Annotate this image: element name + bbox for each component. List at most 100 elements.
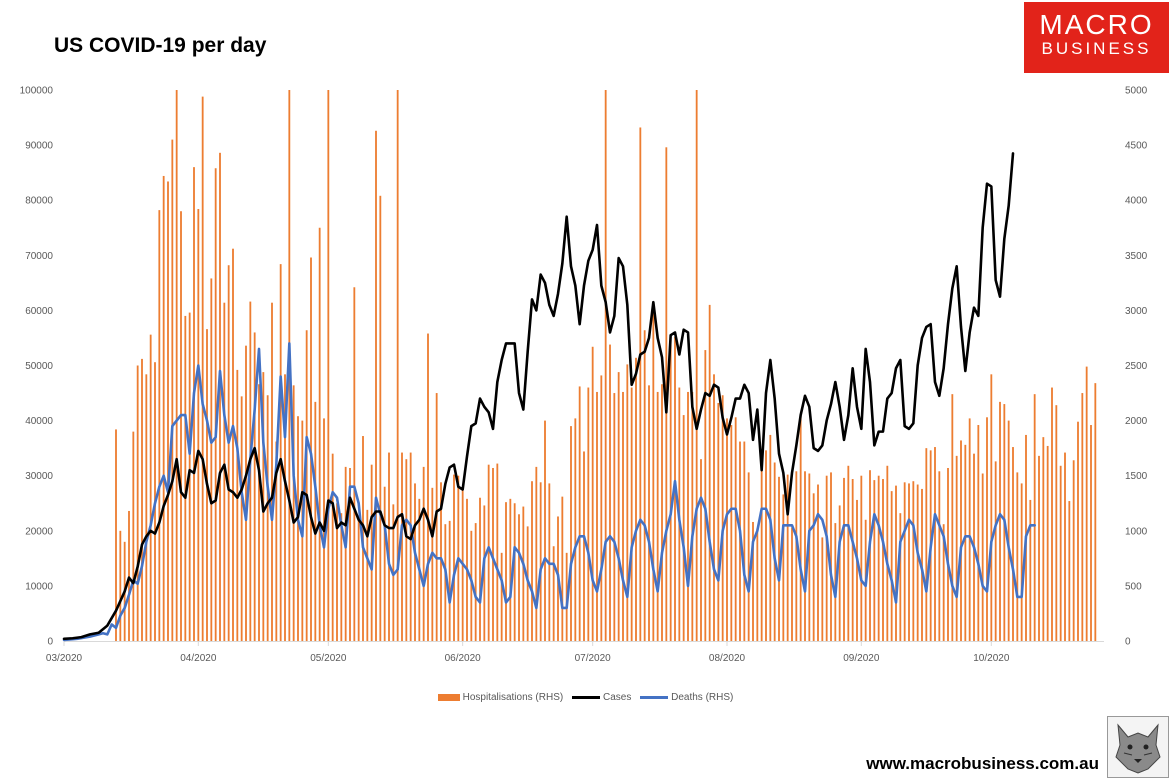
hospitalisation-bar <box>149 334 152 641</box>
hospitalisation-bar <box>947 467 949 641</box>
hospitalisation-bar <box>626 364 629 641</box>
hospitalisation-bar <box>934 447 936 641</box>
legend-label-deaths: Deaths (RHS) <box>671 692 734 703</box>
hospitalisation-bar <box>808 473 811 641</box>
hospitalisation-bar <box>136 365 139 641</box>
hospitalisation-bar <box>479 497 481 641</box>
legend-item-cases[interactable]: Cases <box>571 692 631 703</box>
hospitalisation-bar <box>986 417 988 641</box>
hospitalisation-bar <box>253 332 256 641</box>
hospitalisation-bar <box>786 474 789 641</box>
x-tick-label: 05/2020 <box>310 653 347 664</box>
hospitalisation-bar <box>795 471 798 641</box>
y-right-tick-label: 3000 <box>1125 306 1148 317</box>
hospitalisation-bar <box>617 372 620 641</box>
hospitalisation-bar <box>427 333 429 641</box>
hospitalisation-bar <box>1020 483 1023 641</box>
hospitalisation-bar <box>713 374 715 641</box>
hospitalisation-bar <box>570 426 572 641</box>
hospitalisation-bar <box>990 374 993 641</box>
hospitalisation-bar <box>513 503 516 641</box>
y-left-tick-label: 70000 <box>25 251 53 262</box>
hospitalisation-bar <box>604 90 607 641</box>
y-left-tick-label: 20000 <box>25 526 53 537</box>
hospitalisation-bar <box>652 304 655 641</box>
hospitalisation-bar <box>955 455 958 641</box>
hospitalisation-bar <box>1072 460 1075 641</box>
hospitalisation-bar <box>535 466 538 641</box>
chart-axes <box>63 641 1104 646</box>
hospitalisation-bar <box>552 546 555 641</box>
hospitalisation-bar <box>669 339 672 641</box>
y-right-tick-label: 0 <box>1125 637 1131 648</box>
hospitalisation-bar <box>600 375 603 641</box>
hospitalisation-bar <box>730 425 733 641</box>
hospitalisation-bar <box>1081 393 1084 641</box>
hospitalisation-bar <box>388 452 390 641</box>
hospitalisation-bar <box>721 395 724 641</box>
hospitalisation-bar <box>1094 383 1097 641</box>
covid-combo-chart: 0100002000030000400005000060000700008000… <box>20 86 1148 665</box>
hospitalisation-bar <box>583 451 585 641</box>
y-right-tick-label: 2000 <box>1125 416 1148 427</box>
hospitalisation-bar <box>145 374 148 641</box>
legend-item-hospitalisations[interactable]: Hospitalisations (RHS) <box>437 692 563 703</box>
hospitalisation-bar <box>305 330 308 641</box>
hospitalisation-bar <box>1007 420 1010 641</box>
hospitalisation-bar <box>1012 447 1014 641</box>
hospitalisation-bar <box>977 425 980 641</box>
hospitalisation-bar <box>700 459 702 641</box>
chart-legend: Hospitalisations (RHS) Cases Deaths (RHS… <box>0 692 1171 703</box>
hospitalisations-bars <box>115 90 1097 642</box>
hospitalisation-bar <box>999 401 1001 641</box>
hospitalisation-bar <box>743 441 746 641</box>
hospitalisation-bar <box>353 287 356 641</box>
y-right-tick-label: 4000 <box>1125 196 1148 207</box>
x-tick-label: 04/2020 <box>180 653 217 664</box>
hospitalisation-bar <box>561 496 564 641</box>
website-url[interactable]: www.macrobusiness.com.au <box>866 754 1099 773</box>
hospitalisation-bar <box>860 475 863 641</box>
hospitalisation-bar <box>349 467 351 641</box>
hospitalisation-bar <box>297 416 299 641</box>
hospitalisation-bar <box>284 374 286 641</box>
y-right-tick-label: 3500 <box>1125 251 1148 262</box>
hospitalisation-bar <box>422 466 425 641</box>
hospitalisation-bar <box>180 211 182 641</box>
hospitalisation-bar <box>578 386 581 641</box>
x-tick-label: 07/2020 <box>575 653 612 664</box>
hospitalisation-bar <box>856 499 858 641</box>
hospitalisation-bar <box>175 90 178 641</box>
hospitalisation-bar <box>899 513 902 641</box>
hospitalisation-bar <box>895 485 897 641</box>
legend-item-deaths[interactable]: Deaths (RHS) <box>640 692 733 703</box>
hospitalisation-bar <box>782 494 785 641</box>
hospitalisation-bar <box>708 304 711 641</box>
hospitalisation-bar <box>609 344 611 641</box>
hospitalisation-bar <box>539 482 542 641</box>
hospitalisation-bar <box>981 473 984 641</box>
hospitalisation-bar <box>292 385 295 641</box>
hospitalisation-bar <box>925 448 928 641</box>
hospitalisation-bar <box>201 96 204 642</box>
hospitalisation-bar <box>804 471 806 641</box>
hospitalisation-bar <box>838 505 841 641</box>
hospitalisation-bar <box>336 503 338 641</box>
hospitalisation-bar <box>162 175 165 641</box>
deaths-line <box>62 342 1036 642</box>
y-right-tick-label: 500 <box>1125 581 1142 592</box>
wolf-logo <box>1107 716 1169 778</box>
hospitalisation-bar <box>531 481 533 641</box>
legend-swatch-cases <box>571 695 600 699</box>
macrobusiness-logo[interactable]: MACRO BUSINESS <box>1024 2 1169 73</box>
hospitalisation-bar <box>258 384 260 641</box>
hospitalisation-bar <box>765 450 767 641</box>
hospitalisation-bar <box>1055 405 1058 641</box>
hospitalisation-bar <box>375 130 377 641</box>
hospitalisation-bar <box>141 358 143 641</box>
hospitalisation-bar <box>903 482 906 641</box>
hospitalisation-bar <box>1051 387 1053 641</box>
hospitalisation-bar <box>227 265 230 641</box>
y-right-tick-label: 2500 <box>1125 361 1148 372</box>
hospitalisation-bar <box>912 481 915 641</box>
